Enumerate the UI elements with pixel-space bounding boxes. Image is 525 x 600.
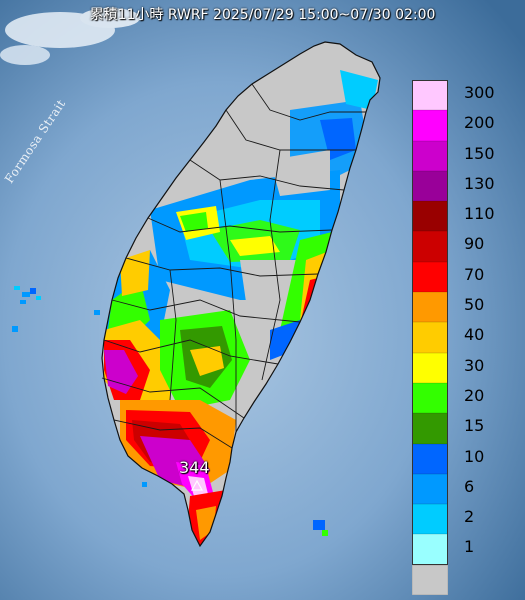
legend-row: 90 [412, 231, 520, 262]
legend-label: 150 [464, 143, 495, 163]
max-rainfall-label: 344 [179, 458, 210, 477]
legend-row: 150 [412, 140, 520, 171]
legend-row: 300 [412, 80, 520, 111]
legend-row: 6 [412, 473, 520, 505]
legend-row: 40 [412, 322, 520, 353]
legend-swatch [412, 382, 448, 414]
sea-echoes [12, 286, 328, 536]
legend-label: 2 [464, 507, 475, 527]
legend-row: 20 [412, 382, 520, 414]
legend-row: 200 [412, 110, 520, 141]
legend-row: 130 [412, 170, 520, 202]
legend-swatch [412, 231, 448, 262]
legend-label: 1 [464, 537, 475, 557]
legend-swatch [412, 504, 448, 535]
county-boundaries [101, 41, 381, 547]
map-title: 累積11小時 RWRF 2025/07/29 15:00~07/30 02:00 [89, 7, 436, 23]
rainfall-field [104, 50, 378, 546]
legend-row: 10 [412, 443, 520, 474]
legend-swatch [412, 261, 448, 293]
legend-row: 2 [412, 504, 520, 535]
legend-label: 300 [464, 83, 495, 102]
legend-row: 110 [412, 201, 520, 232]
legend-label: 30 [464, 355, 485, 375]
max-marker-icon [190, 479, 204, 491]
legend-row: 30 [412, 352, 520, 383]
legend-row: 50 [412, 292, 520, 323]
legend-label: 70 [464, 264, 485, 284]
legend-swatch [412, 473, 448, 505]
legend-swatch [412, 170, 448, 202]
legend-swatch [412, 352, 448, 383]
legend-swatch [412, 140, 448, 171]
legend-label: 15 [464, 416, 485, 436]
legend-swatch [412, 292, 448, 323]
legend-row: 1 [412, 534, 520, 565]
legend-label: 40 [464, 325, 485, 345]
legend-swatch [412, 413, 448, 444]
legend-row: 70 [412, 261, 520, 293]
legend-label: 130 [464, 173, 495, 193]
legend-label: 90 [464, 234, 485, 254]
legend-row: 15 [412, 413, 520, 444]
legend-swatch [412, 201, 448, 232]
legend-swatch [412, 322, 448, 353]
legend-label: 200 [464, 113, 495, 133]
legend-swatch [412, 564, 448, 596]
legend-label: 10 [464, 446, 485, 466]
rainfall-legend: 300 200 150 130 110 90 70 50 40 30 20 15 10 6 2 1 [412, 80, 520, 596]
legend-swatch [412, 110, 448, 141]
legend-swatch [412, 443, 448, 474]
legend-row [412, 564, 520, 596]
legend-swatch [412, 80, 448, 111]
legend-label: 20 [464, 385, 485, 405]
legend-label: 50 [464, 295, 485, 315]
cloud-patches [0, 8, 140, 65]
legend-label: 6 [464, 476, 475, 496]
legend-label: 110 [464, 204, 495, 224]
legend-swatch [412, 534, 448, 565]
